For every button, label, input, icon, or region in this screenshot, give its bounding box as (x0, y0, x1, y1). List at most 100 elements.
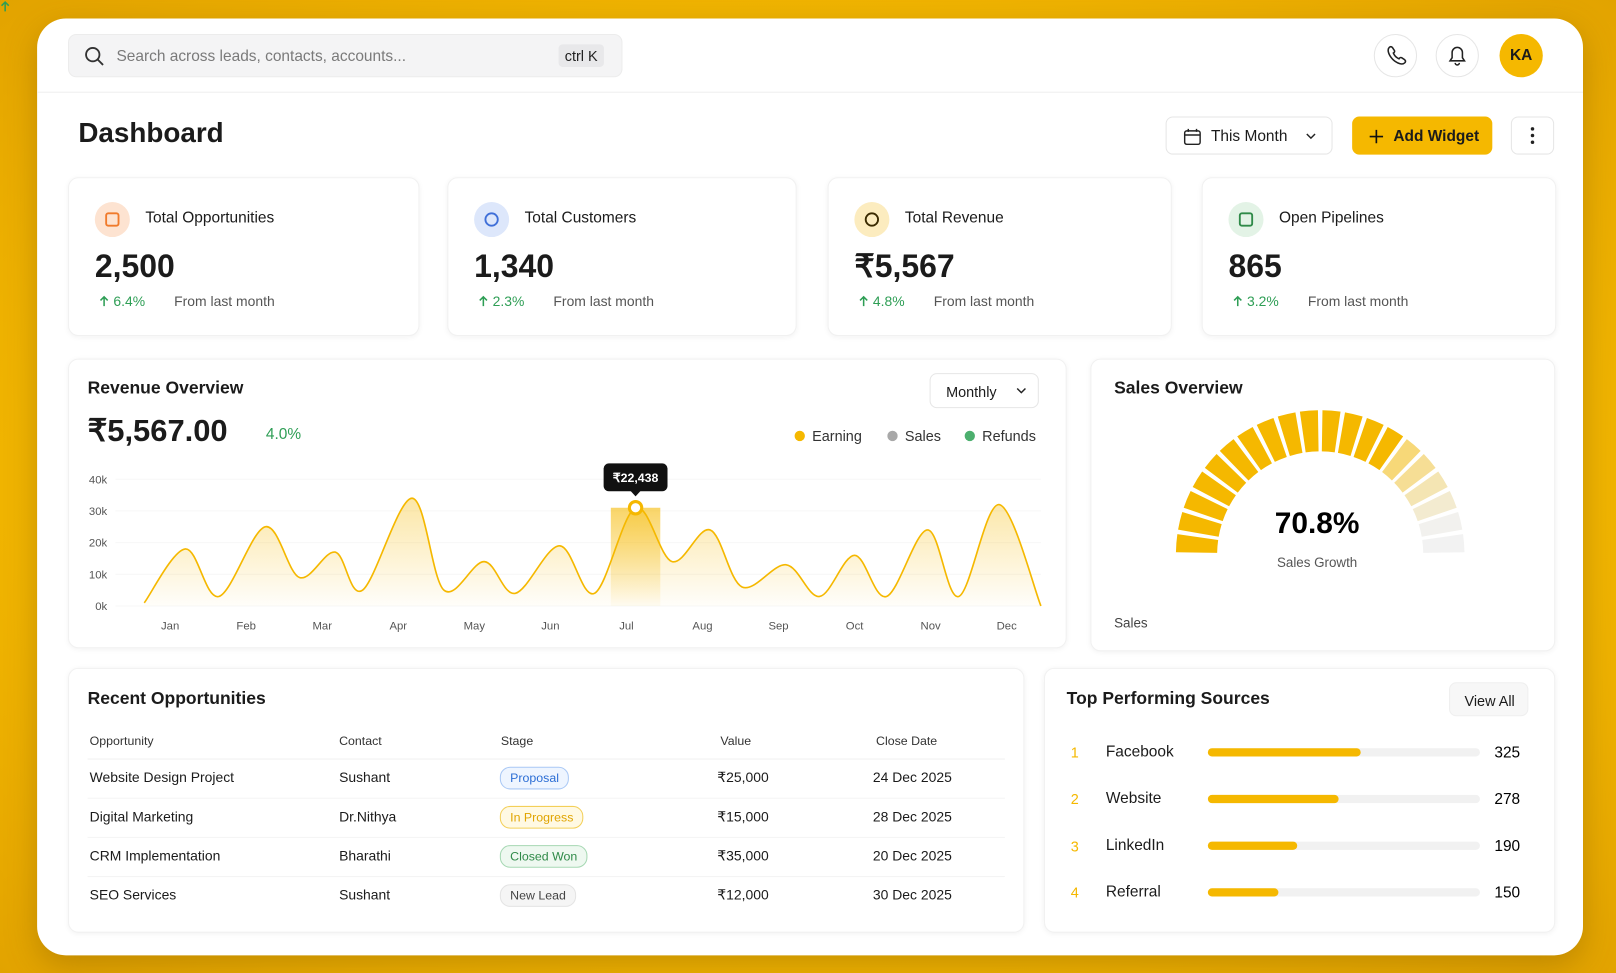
y-tick-label: 0k (95, 601, 107, 613)
kpi-change: 6.4% (113, 293, 146, 310)
table-cell: ₹35,000 (717, 848, 769, 864)
gauge-segment (1353, 417, 1384, 462)
icon-glyph (864, 212, 879, 227)
legend-dot (964, 430, 975, 442)
row-divider (87, 797, 1005, 799)
arrow-shape (479, 295, 488, 307)
period-dropdown[interactable]: This Month (1165, 116, 1333, 155)
icon-glyph (484, 212, 499, 227)
x-tick-label: May (464, 621, 486, 633)
y-tick-label: 10k (89, 569, 108, 581)
gauge-segment (1418, 512, 1463, 537)
highlight-band (610, 507, 661, 606)
search-box[interactable]: Search across leads, contacts, accounts.… (68, 34, 623, 78)
shortcut-chip: ctrl K (558, 44, 604, 67)
bar (1207, 748, 1361, 757)
page-title: Dashboard (78, 117, 224, 149)
table-cell: ₹12,000 (717, 887, 769, 903)
y-tick-label: 30k (89, 506, 108, 518)
area (144, 498, 1041, 606)
phone-button[interactable] (1373, 34, 1418, 78)
x-tick-label: Feb (236, 621, 256, 633)
x-tick-label: Mar (312, 621, 332, 633)
gauge-segment (1394, 454, 1436, 493)
arrow-shape (0, 0, 10, 12)
gauge-segment (1321, 410, 1341, 453)
kpi-value: 2,500 (94, 248, 175, 285)
monthly-dropdown[interactable]: Monthly (929, 373, 1039, 409)
icon-bg (854, 201, 890, 238)
icon-glyph (1238, 212, 1254, 227)
bar (1207, 888, 1279, 897)
sources-title: Top Performing Sources (1066, 688, 1270, 709)
kpi-label: Total Customers (524, 209, 637, 227)
bar (1207, 841, 1298, 850)
kpi-card: Total Customers 1,340 2.3% From last month (447, 177, 797, 336)
source-value: 325 (1494, 744, 1520, 761)
table-cell: Bharathi (339, 848, 391, 864)
chart-title: Revenue Overview (87, 378, 244, 398)
topbar-divider (37, 91, 1584, 93)
arrow-shape (859, 295, 868, 307)
x-tick-label: Nov (921, 621, 941, 633)
kpi-note: From last month (174, 293, 275, 310)
column-header: Value (720, 733, 752, 749)
x-tick-label: Oct (846, 621, 864, 633)
source-name: LinkedIn (1105, 836, 1165, 854)
table-cell: Dr.Nithya (339, 809, 397, 825)
gauge-segment (1183, 490, 1228, 522)
tooltip-box (603, 463, 668, 492)
source-rank: 2 (1070, 790, 1079, 808)
line (143, 497, 1042, 607)
kpi-change: 3.2% (1247, 293, 1279, 310)
gauge-segment (1256, 417, 1287, 462)
notification-button[interactable] (1435, 34, 1479, 78)
stage-badge: In Progress (499, 805, 584, 829)
x-tick-label: Dec (997, 621, 1017, 633)
x-tick-label: Jun (541, 621, 559, 633)
chevron (1016, 388, 1026, 394)
gauge-caption: Sales (1114, 615, 1148, 631)
kpi-value: 865 (1228, 248, 1282, 285)
icon-bg (94, 201, 130, 238)
table-cell: 24 Dec 2025 (872, 769, 952, 786)
chart-total: ₹5,567.00 (87, 414, 228, 449)
table-cell: ₹15,000 (717, 809, 769, 825)
gauge-fill (1175, 410, 1404, 553)
gauge-segment (1299, 410, 1319, 453)
column-header: Stage (500, 733, 534, 749)
kpi-label: Total Revenue (904, 209, 1004, 227)
chart-title: Sales Overview (1114, 378, 1243, 398)
period-label: This Month (1210, 127, 1288, 146)
up-arrow (0, 0, 10, 12)
icon-bg (1228, 201, 1264, 238)
legend-dot (794, 430, 805, 442)
view-all-button[interactable]: View All (1449, 682, 1529, 717)
gauge-segment (1192, 471, 1236, 507)
stage-badge: Closed Won (499, 845, 588, 868)
up-arrow (479, 295, 488, 307)
x-tick-label: Apr (389, 621, 407, 633)
bell-icon (1448, 46, 1466, 66)
table-cell: SEO Services (89, 887, 177, 903)
more-button[interactable] (1510, 116, 1555, 155)
table-cell: CRM Implementation (89, 848, 221, 864)
gauge-segment (1382, 439, 1421, 481)
gauge-segment (1204, 454, 1247, 493)
kpi-card: Open Pipelines 865 3.2% From last month (1201, 177, 1557, 336)
up-arrow (1233, 295, 1242, 307)
source-rank: 1 (1070, 744, 1079, 761)
gauge-track (1382, 439, 1465, 553)
kpi-change: 2.3% (492, 293, 525, 310)
gauge-segment (1219, 439, 1259, 481)
x-tick-label: Jan (161, 621, 179, 633)
stage-badge: Proposal (499, 766, 570, 790)
add-widget-button[interactable]: Add Widget (1352, 116, 1493, 155)
row-divider (87, 836, 1005, 838)
stage-badge: New Lead (499, 884, 577, 907)
kpi-value: ₹5,567 (854, 248, 955, 285)
plus-icon (1369, 129, 1384, 144)
avatar[interactable]: KA (1499, 34, 1543, 78)
source-name: Referral (1105, 883, 1161, 901)
